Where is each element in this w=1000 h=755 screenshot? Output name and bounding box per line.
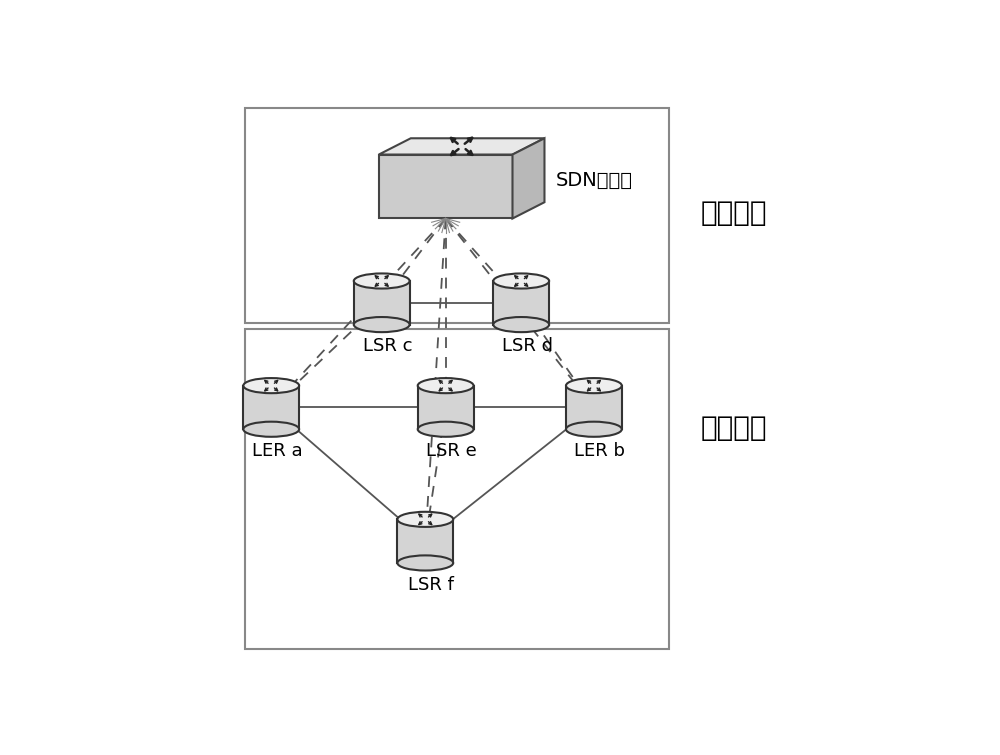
- Bar: [397, 519, 453, 563]
- Bar: [245, 108, 669, 323]
- Ellipse shape: [397, 512, 453, 527]
- Text: LSR e: LSR e: [426, 442, 477, 460]
- Bar: [245, 329, 669, 649]
- Ellipse shape: [243, 378, 299, 393]
- Ellipse shape: [354, 317, 410, 332]
- Bar: [566, 386, 622, 430]
- Ellipse shape: [566, 378, 622, 393]
- Ellipse shape: [418, 422, 474, 437]
- Ellipse shape: [493, 317, 549, 332]
- Bar: [243, 386, 299, 430]
- Text: LSR d: LSR d: [502, 337, 553, 356]
- Text: 数据平面: 数据平面: [700, 414, 767, 442]
- Bar: [354, 281, 410, 325]
- Polygon shape: [379, 155, 512, 218]
- Ellipse shape: [566, 422, 622, 437]
- Text: LER a: LER a: [252, 442, 302, 460]
- Ellipse shape: [354, 273, 410, 288]
- Polygon shape: [379, 138, 544, 155]
- Ellipse shape: [243, 422, 299, 437]
- Bar: [418, 386, 474, 430]
- Polygon shape: [512, 138, 544, 218]
- Text: 控制平面: 控制平面: [700, 199, 767, 226]
- Text: LSR f: LSR f: [408, 576, 454, 593]
- Text: LER b: LER b: [574, 442, 625, 460]
- Bar: [493, 281, 549, 325]
- Ellipse shape: [418, 378, 474, 393]
- Text: SDN控制器: SDN控制器: [556, 171, 633, 190]
- Text: LSR c: LSR c: [363, 337, 412, 356]
- Ellipse shape: [397, 556, 453, 571]
- Ellipse shape: [493, 273, 549, 288]
